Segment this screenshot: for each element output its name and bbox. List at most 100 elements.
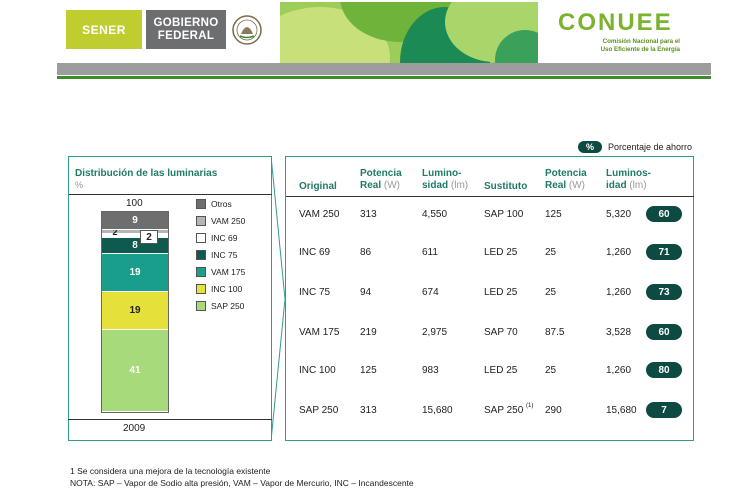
- bar-label-otros: 9: [132, 215, 138, 226]
- header-banner-image: [280, 2, 538, 63]
- cell-potencia2: 290: [545, 405, 562, 416]
- legend-swatch: [196, 216, 206, 226]
- col-sustituto-header: Sustituto: [484, 181, 528, 192]
- year-separator: [68, 419, 272, 420]
- cell-potencia: 219: [360, 327, 377, 338]
- col-luminosidad-sust-header: Luminos- idad (lm): [606, 168, 651, 191]
- legend-swatch: [196, 301, 206, 311]
- savings-badge: 60: [646, 324, 682, 340]
- sener-text: SENER: [82, 22, 126, 37]
- cell-sustituto: LED 25: [484, 365, 518, 376]
- replacement-table: Original Potencia Real (W) Lumino- sidad…: [285, 156, 694, 441]
- cell-lum: 15,680: [422, 405, 453, 416]
- conuee-subtitle-1: Comisión Nacional para el: [602, 38, 680, 45]
- savings-badge: 60: [646, 206, 682, 222]
- gobierno-federal-logo: GOBIERNO FEDERAL: [146, 10, 226, 49]
- bar-segment-inc-100: 19: [102, 292, 168, 330]
- footnote-marker: (1): [526, 403, 534, 409]
- cell-potencia: 86: [360, 247, 372, 258]
- bar-segment-sap-250: 41: [102, 330, 168, 412]
- legend-swatch: [196, 250, 206, 260]
- bar-label-vam-250: 2: [112, 226, 118, 237]
- legend-item-inc-100: INC 100: [196, 284, 242, 294]
- footnote-abbreviations: NOTA: SAP – Vapor de Sodio alta presión,…: [70, 478, 414, 488]
- sener-logo: SENER: [66, 10, 142, 49]
- distribution-unit: %: [75, 180, 84, 190]
- cell-sustituto: LED 25: [484, 287, 518, 298]
- savings-badge: 73: [646, 284, 682, 300]
- legend-label: INC 69: [211, 233, 238, 243]
- cell-lum: 611: [422, 247, 438, 258]
- cell-lum: 2,975: [422, 327, 448, 338]
- cell-original: INC 75: [299, 287, 331, 298]
- footnote-1: 1 Se considera una mejora de la tecnolog…: [70, 466, 271, 476]
- legend-label: VAM 175: [211, 267, 246, 277]
- savings-legend: % Porcentaje de ahorro: [578, 141, 692, 153]
- cell-potencia: 313: [360, 209, 377, 220]
- legend-swatch: [196, 284, 206, 294]
- header: SENER GOBIERNO FEDERAL CONUEE Comisión N…: [0, 0, 739, 80]
- conuee-logo-text: CONUEE: [558, 9, 673, 36]
- col-potencia-sust-header: Potencia Real (W): [545, 168, 587, 191]
- cell-potencia2: 87.5: [545, 327, 565, 338]
- cell-potencia2: 25: [545, 365, 557, 376]
- legend-swatch: [196, 199, 206, 209]
- distribution-title: Distribución de las luminarias: [75, 168, 218, 179]
- bar-label-inc-69: 2: [140, 230, 158, 244]
- savings-legend-label: Porcentaje de ahorro: [608, 142, 693, 152]
- distribution-separator: [69, 194, 272, 195]
- conuee-subtitle-2: Uso Eficiente de la Energía: [600, 46, 680, 53]
- legend-label: INC 75: [211, 250, 238, 260]
- legend-item-sap-250: SAP 250: [196, 301, 244, 311]
- legend-label: SAP 250: [211, 301, 245, 311]
- cell-potencia2: 25: [545, 247, 557, 258]
- bar-segment-otros: 9: [102, 212, 168, 230]
- cell-lum: 674: [422, 287, 439, 298]
- col-original-header: Original: [299, 181, 337, 192]
- legend-label: VAM 250: [211, 216, 246, 226]
- legend-item-vam-250: VAM 250: [196, 216, 245, 226]
- distribution-panel: Distribución de las luminarias %: [68, 156, 272, 441]
- cell-original: VAM 175: [299, 327, 340, 338]
- gobierno-text: GOBIERNO: [153, 16, 219, 29]
- legend-item-otros: Otros: [196, 199, 232, 209]
- bar-segment-vam-250: 2: [102, 226, 168, 237]
- cell-lum2: 1,260: [606, 247, 632, 258]
- cell-original: INC 69: [299, 247, 331, 258]
- national-seal-icon: [227, 10, 267, 49]
- bar-label-vam-175: 19: [129, 267, 141, 278]
- bar-segment-vam-175: 19: [102, 254, 168, 292]
- legend-swatch: [196, 267, 206, 277]
- bar-label-inc-100: 19: [129, 305, 141, 316]
- table-header-separator: [286, 196, 694, 197]
- legend-item-inc-69: INC 69: [196, 233, 237, 243]
- legend-swatch: [196, 233, 206, 243]
- cell-potencia: 313: [360, 405, 377, 416]
- cell-lum2: 5,320: [606, 209, 632, 220]
- cell-potencia: 125: [360, 365, 377, 376]
- cell-lum: 4,550: [422, 209, 448, 220]
- cell-lum2: 15,680: [606, 405, 637, 416]
- cell-original: VAM 250: [299, 209, 340, 220]
- savings-badge: 7: [646, 402, 682, 418]
- legend-item-vam-175: VAM 175: [196, 267, 245, 277]
- cell-sustituto: SAP 70: [484, 327, 518, 338]
- legend-item-inc-75: INC 75: [196, 250, 237, 260]
- header-gray-bar: [57, 63, 711, 75]
- legend-label: INC 100: [211, 284, 243, 294]
- conuee-logo: CONUEE Comisión Nacional para el Uso Efi…: [558, 10, 708, 54]
- cell-lum: 983: [422, 365, 439, 376]
- cell-lum2: 1,260: [606, 365, 632, 376]
- percent-badge: %: [578, 141, 602, 153]
- federal-text: FEDERAL: [157, 29, 215, 42]
- stacked-bar: 41 19 19 8 2 9: [101, 211, 169, 413]
- cell-potencia2: 125: [545, 209, 562, 220]
- stack-year-label: 2009: [123, 423, 146, 434]
- cell-lum2: 3,528: [606, 327, 632, 338]
- col-luminosidad-header: Lumino- sidad (lm): [422, 168, 469, 191]
- bar-segment-inc-75: 8: [102, 238, 168, 254]
- bar-label-inc-75: 8: [132, 240, 138, 251]
- col-potencia-header: Potencia Real (W): [360, 168, 402, 191]
- stack-total-label: 100: [126, 198, 143, 209]
- cell-sustituto: SAP 100: [484, 209, 524, 220]
